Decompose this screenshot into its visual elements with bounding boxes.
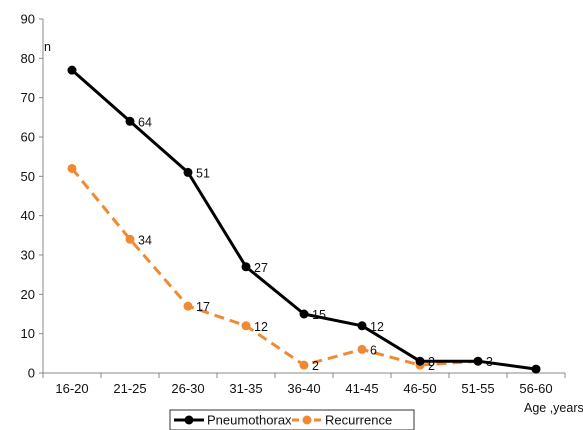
data-label: 17 (196, 300, 210, 314)
legend-marker (184, 415, 194, 425)
series-pneumothorax: 64 51 27 15 12 3 3 (67, 65, 541, 374)
data-label: 2 (312, 359, 319, 373)
legend: Pneumothorax Recurrence (169, 409, 415, 430)
series-recurrence: 34 17 12 2 6 2 (67, 163, 483, 373)
data-label: 27 (254, 261, 268, 275)
data-label: 34 (138, 233, 152, 247)
data-point (299, 309, 309, 319)
y-tick-label: 40 (21, 208, 35, 223)
x-tick-label: 46-50 (403, 381, 436, 396)
data-point (531, 364, 541, 374)
y-tick-label: 50 (21, 169, 35, 184)
x-tick-label: 36-40 (287, 381, 320, 396)
data-label: 6 (370, 343, 377, 357)
y-tick-label: 70 (21, 90, 35, 105)
y-tick-label: 10 (21, 326, 35, 341)
data-point (357, 344, 367, 354)
x-tick-label: 21-25 (113, 381, 146, 396)
data-point (241, 262, 251, 272)
data-point (357, 321, 367, 331)
data-point (67, 65, 77, 75)
data-label: 2 (428, 359, 435, 373)
data-point (299, 360, 309, 370)
legend-item-recurrence: Recurrence (292, 413, 392, 428)
y-tick-label: 20 (21, 287, 35, 302)
data-point (125, 234, 135, 244)
data-point (241, 321, 251, 331)
x-tick-label: 51-55 (461, 381, 494, 396)
legend-label: Pneumothorax (207, 413, 292, 428)
data-point (415, 356, 425, 366)
y-axis: 0 10 20 30 40 50 60 70 80 90 (21, 12, 44, 381)
y-axis-label: n (44, 40, 51, 54)
series-line (70, 167, 479, 367)
legend-marker (302, 415, 312, 425)
series-layer: 34 17 12 2 6 2 64 51 27 15 12 3 3 (67, 65, 541, 374)
y-tick-label: 30 (21, 248, 35, 263)
x-tick-label: 26-30 (171, 381, 204, 396)
legend-label: Recurrence (325, 413, 392, 428)
data-label: 15 (312, 308, 326, 322)
data-label: 12 (254, 320, 268, 334)
y-tick-label: 60 (21, 130, 35, 145)
y-tick-label: 90 (21, 12, 35, 27)
x-axis-label: Age ,years (524, 401, 583, 415)
data-point (183, 167, 193, 177)
data-label: 64 (138, 115, 152, 129)
data-label: 12 (370, 320, 384, 334)
data-point (473, 356, 483, 366)
x-tick-label: 31-35 (229, 381, 262, 396)
x-axis: 16-20 21-25 26-30 31-35 36-40 41-45 46-50 51-55… (42, 372, 566, 396)
y-tick-label: 0 (28, 366, 35, 381)
data-label: 51 (196, 166, 210, 180)
data-point (125, 116, 135, 126)
data-label: 3 (428, 355, 435, 369)
data-label: 3 (486, 355, 493, 369)
y-tick-label: 80 (21, 51, 35, 66)
x-tick-label: 41-45 (345, 381, 378, 396)
x-tick-label: 16-20 (55, 381, 88, 396)
x-tick-label: 56-60 (519, 381, 552, 396)
data-point (67, 163, 77, 173)
data-point (183, 301, 193, 311)
legend-item-pneumothorax: Pneumothorax (174, 413, 292, 428)
